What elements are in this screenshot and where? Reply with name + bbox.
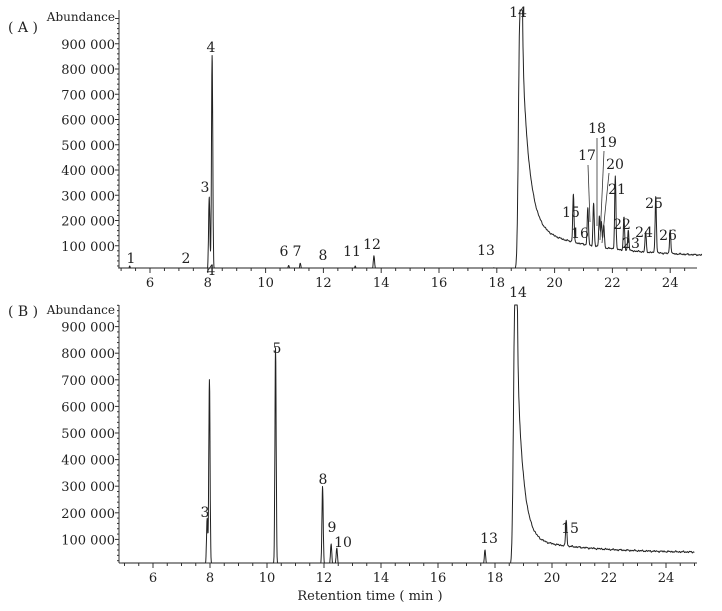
peak-label-14: 14 [509,5,527,21]
panel-a-y-axis-label: Abundance [46,10,115,24]
peak-label-14: 14 [509,285,527,301]
peak-label-22: 22 [613,217,631,233]
y-tick-label: 700 000 [61,88,115,103]
x-tick-label: 10 [257,276,274,291]
chromatogram-trace [121,304,695,564]
x-tick-label: 24 [658,571,675,586]
x-tick-label: 10 [259,571,276,586]
panel-b-label: ( B ) [8,304,38,320]
chromatogram-trace [117,9,703,269]
y-tick-label: 300 000 [61,189,115,204]
peak-label-12: 12 [363,237,381,253]
y-tick-label: 900 000 [61,38,115,53]
y-tick-label: 100 000 [61,240,115,255]
peak-label-26: 26 [659,228,677,244]
y-tick-label: 600 000 [61,114,115,129]
peak-label-18: 18 [588,121,606,137]
peak-leader-line [599,150,605,241]
peak-label-15: 15 [561,521,579,537]
y-tick-label: 600 000 [61,400,115,415]
panel-a-label: ( A ) [8,20,38,36]
x-tick-label: 14 [373,276,390,291]
y-tick-label: 500 000 [61,139,115,154]
peak-label-1: 1 [127,251,136,267]
peak-label-23: 23 [622,236,640,252]
peak-label-13: 13 [480,531,498,547]
x-tick-label: 22 [601,571,618,586]
x-tick-label: 20 [544,571,561,586]
peak-label-20: 20 [606,157,624,173]
x-tick-label: 12 [315,276,332,291]
peak-leader-line [587,164,591,223]
x-tick-label: 20 [546,276,563,291]
x-tick-label: 16 [430,571,447,586]
peak-label-25: 25 [645,196,663,212]
x-tick-label: 6 [146,276,154,291]
y-tick-label: 200 000 [61,507,115,522]
peak-label-13: 13 [477,243,495,259]
x-tick-label: 8 [206,571,214,586]
y-tick-label: 200 000 [61,215,115,230]
peak-label-15: 15 [562,205,580,221]
x-axis-label: Retention time ( min ) [297,589,442,604]
y-tick-label: 700 000 [61,374,115,389]
x-tick-label: 22 [604,276,621,291]
peak-label-3: 3 [201,180,210,196]
x-tick-label: 18 [487,571,504,586]
y-tick-label: 400 000 [61,164,115,179]
panel-b-y-axis-label: Abundance [46,303,115,317]
peak-label-8: 8 [319,248,328,264]
y-tick-label: 800 000 [61,63,115,78]
x-tick-label: 24 [662,276,679,291]
peak-label-6: 6 [280,244,289,260]
x-tick-label: 12 [316,571,333,586]
peak-label-4: 4 [207,263,216,279]
peak-label-11: 11 [343,244,361,260]
peak-label-5: 5 [273,341,282,357]
y-tick-label: 300 000 [61,480,115,495]
peak-label-17: 17 [578,148,596,164]
peak-label-7: 7 [293,244,302,260]
peak-label-21: 21 [608,182,626,198]
y-tick-label: 500 000 [61,427,115,442]
panel-b: ( B ) Abundance Retention time ( min ) 6… [8,263,697,604]
peak-leader-line [601,172,610,244]
x-tick-label: 8 [204,276,212,291]
peak-label-4: 4 [207,40,216,56]
peak-label-8: 8 [319,472,328,488]
peak-label-19: 19 [599,135,617,151]
peak-label-2: 2 [182,251,191,267]
y-tick-label: 800 000 [61,347,115,362]
peak-label-9: 9 [328,520,337,536]
x-tick-label: 6 [149,571,157,586]
peak-label-10: 10 [334,535,352,551]
peak-label-24: 24 [635,225,653,241]
y-tick-label: 100 000 [61,533,115,548]
x-tick-label: 18 [489,276,506,291]
y-tick-label: 900 000 [61,321,115,336]
peak-label-16: 16 [571,226,589,242]
x-tick-label: 14 [373,571,390,586]
y-tick-label: 400 000 [61,454,115,469]
x-tick-label: 16 [431,276,448,291]
peak-label-3: 3 [201,505,210,521]
